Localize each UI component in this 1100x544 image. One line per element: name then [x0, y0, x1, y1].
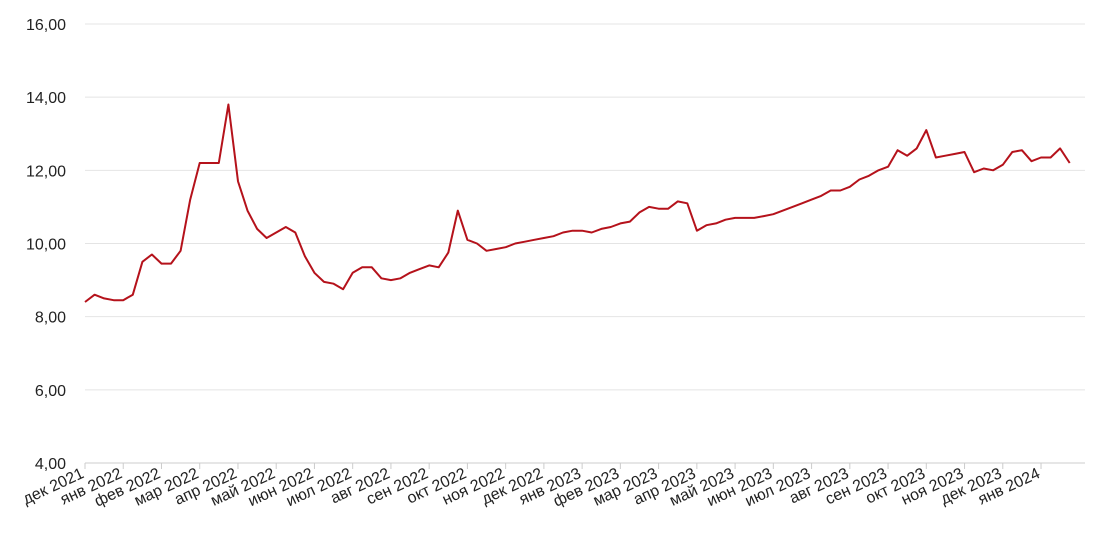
- y-tick-label: 4,00: [35, 456, 66, 473]
- y-tick-label: 16,00: [26, 17, 66, 34]
- line: [84, 103, 1071, 303]
- y-tick-label: 6,00: [35, 383, 66, 400]
- y-tick-label: 12,00: [26, 163, 66, 180]
- y-tick-label: 14,00: [26, 90, 66, 107]
- y-tick-label: 10,00: [26, 237, 66, 254]
- y-tick-label: 8,00: [35, 310, 66, 327]
